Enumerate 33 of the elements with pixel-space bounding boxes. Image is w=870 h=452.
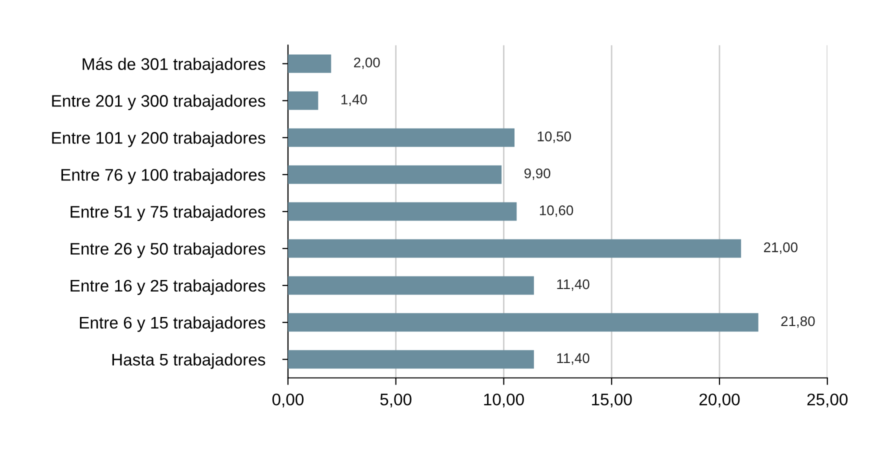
bar (288, 350, 534, 369)
x-tick-label: 0,00 (272, 394, 304, 408)
x-tick-label: 5,00 (380, 394, 412, 408)
bar (288, 91, 318, 110)
bar (288, 313, 758, 332)
data-label: 2,00 (354, 58, 380, 70)
data-label: 11,40 (557, 279, 590, 291)
y-tick-label: Entre 6 y 15 trabajadores (80, 316, 266, 332)
x-tick-label: 25,00 (807, 394, 848, 408)
bar (288, 276, 534, 295)
bar (288, 54, 332, 73)
data-label: 10,60 (540, 205, 574, 217)
y-tick-label: Más de 301 trabajadores (82, 58, 266, 74)
y-tick-label: Hasta 5 trabajadores (112, 353, 266, 369)
data-label: 11,40 (557, 353, 590, 365)
x-tick-label: 20,00 (699, 394, 740, 408)
y-tick-label: Entre 76 y 100 trabajadores (61, 168, 266, 184)
y-tick-label: Entre 101 y 200 trabajadores (52, 132, 266, 148)
data-label: 9,90 (524, 168, 550, 180)
bar (288, 239, 742, 258)
bar (288, 165, 502, 184)
x-tick-label: 15,00 (592, 394, 632, 408)
bar (288, 128, 515, 147)
y-tick-label: Entre 16 y 25 trabajadores (70, 279, 266, 295)
bar (288, 202, 517, 221)
data-label: 10,50 (538, 132, 571, 143)
y-tick-label: Entre 51 y 75 trabajadores (70, 205, 266, 222)
y-tick-label: Entre 201 y 300 trabajadores (52, 94, 266, 110)
x-tick-label: 10,00 (484, 394, 524, 408)
data-label: 21,00 (764, 242, 798, 254)
data-label: 21,80 (781, 316, 815, 328)
y-tick-label: Entre 26 y 50 trabajadores (70, 242, 266, 258)
data-label: 1,40 (341, 94, 367, 106)
